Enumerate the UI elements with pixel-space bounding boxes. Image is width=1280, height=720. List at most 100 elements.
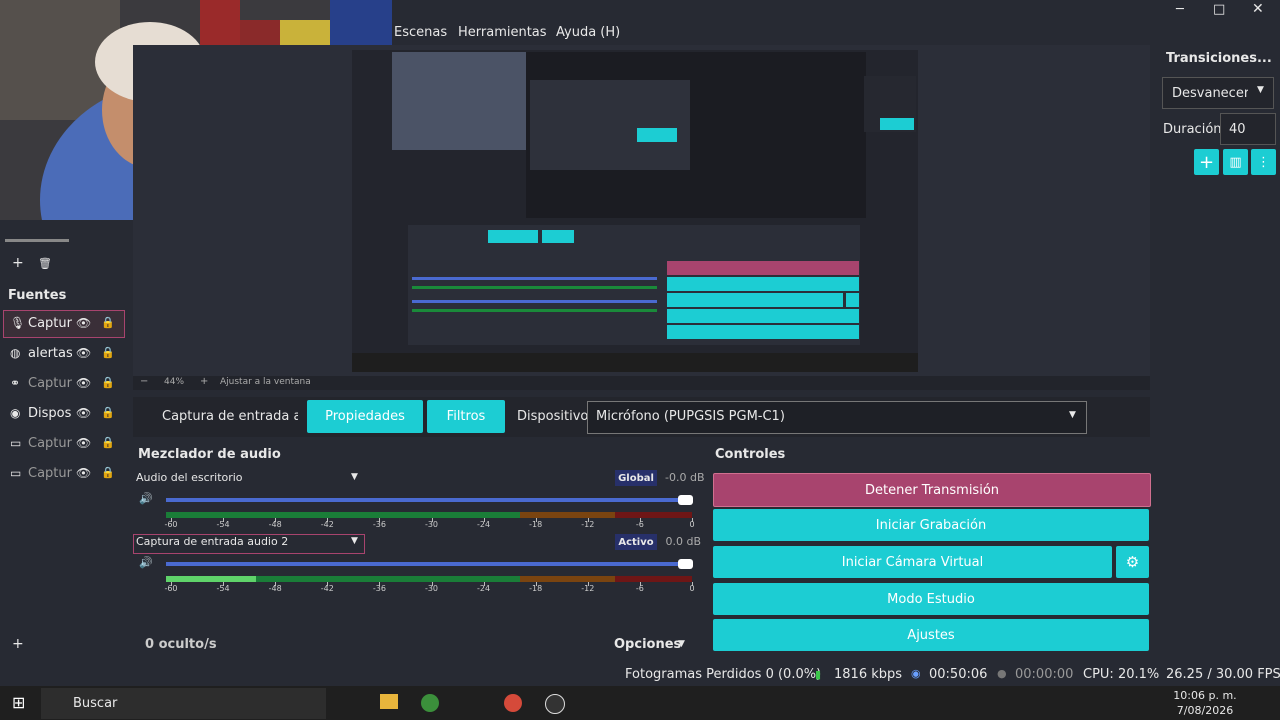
filters-button[interactable]: Filtros [427,400,505,433]
source-icon: ◍ [10,346,21,360]
dock-title: Transiciones... [1166,51,1272,66]
lock-toggle[interactable]: 🔒 [101,406,115,419]
meter-orange [520,512,615,518]
source-name[interactable]: Disposi [28,406,72,421]
clock-time: 10:06 p. m. [1173,689,1237,702]
menu-item[interactable]: Ayuda (H) [556,25,621,40]
meter-tick-label: -48 [268,584,282,593]
app-icon[interactable] [380,694,398,709]
meter-tick-label: -36 [372,520,386,529]
menu-item[interactable]: Escenas [394,25,448,40]
close-button[interactable]: ✕ [1252,1,1264,17]
add-transition[interactable]: + [1194,149,1219,175]
minimize-button[interactable]: ─ [1176,2,1184,17]
channel-select[interactable] [133,534,365,554]
meter-tick-label: -24 [477,520,491,529]
meter-level [166,576,256,582]
fps: 26.25 / 30.00 FPS [1166,667,1280,682]
mute-button[interactable]: 🔊 [139,492,153,505]
zoom-in[interactable]: + [200,376,209,387]
dropdown-arrow: ▼ [351,536,358,546]
slider-knob[interactable] [678,495,693,505]
meter-tick-label: -36 [372,584,386,593]
duration-input[interactable] [1220,113,1276,145]
visibility-toggle[interactable]: 👁 [76,436,92,450]
meter-tick [379,518,381,522]
lock-toggle[interactable]: 🔒 [101,346,115,359]
zoom-level: 44% [164,377,185,387]
visibility-toggle[interactable]: 👁 [76,466,92,480]
start-button[interactable]: ⊞ [12,693,26,712]
meter-tick [483,518,485,522]
source-icon: ▭ [10,466,22,480]
meter-tick [692,582,693,586]
add-source[interactable]: + [12,636,24,652]
meter-tick-label: -48 [268,520,282,529]
menu-item[interactable]: Herramientas [458,25,547,40]
meter-tick [379,582,381,586]
app-icon[interactable] [421,694,439,712]
maximize-button[interactable]: □ [1213,2,1226,17]
meter-tick [223,582,225,586]
transition-name: Desvanecer [1172,86,1248,101]
slider-knob[interactable] [678,559,693,569]
meter-tick [171,518,172,522]
transition-select[interactable] [1162,77,1274,109]
source-name[interactable]: Captur [28,436,72,451]
app-icon[interactable] [504,694,522,712]
volume-slider[interactable] [166,498,690,502]
search-box[interactable] [41,688,326,719]
meter-tick-label: -30 [424,520,439,529]
visibility-toggle[interactable]: 👁 [76,406,92,420]
dropdown-arrow: ▼ [1069,410,1076,420]
lock-toggle[interactable]: 🔒 [101,466,115,479]
meter-tick [639,582,641,586]
virtual-camera-settings[interactable]: ⚙ [1116,546,1149,578]
control-button[interactable]: Iniciar Grabación [713,509,1149,541]
control-button[interactable]: Iniciar Cámara Virtual [713,546,1112,578]
control-button[interactable]: Modo Estudio [713,583,1149,615]
source-name: Captura de entrada auc [162,409,298,424]
clock-date: 7/08/2026 [1176,704,1234,717]
options-button[interactable]: Opciones [614,637,682,652]
source-name[interactable]: alertas [28,346,72,361]
visibility-toggle[interactable]: 👁 [76,316,92,330]
control-button[interactable]: Ajustes [713,619,1149,651]
lock-toggle[interactable]: 🔒 [101,436,115,449]
visibility-toggle[interactable]: 👁 [76,376,92,390]
lock-toggle[interactable]: 🔒 [101,376,115,389]
remove-transition[interactable]: ▥ [1223,149,1248,175]
zoom-out[interactable]: − [140,376,149,387]
meter-green [166,576,520,582]
lock-toggle[interactable]: 🔒 [101,316,115,329]
remove-scene[interactable]: 🗑 [38,257,52,270]
preview-canvas [352,50,918,372]
channel-name: Captura de entrada audio 2 [136,535,289,548]
source-icon: 🎙 [10,316,26,330]
channel-badge: Global [615,470,657,486]
source-name[interactable]: Captur [28,466,72,481]
meter-tick [431,582,433,586]
control-button[interactable]: Detener Transmisión [713,473,1151,507]
fit-option[interactable]: Ajustar a la ventana [220,377,311,387]
dropdown-arrow: ▼ [678,639,685,649]
meter-tick [327,518,329,522]
meter-tick [535,582,537,586]
meter-tick-label: -12 [581,584,595,593]
stream-icon: ◉ [911,667,921,680]
source-name[interactable]: Captur [28,376,72,391]
meter-tick [171,582,172,586]
mute-button[interactable]: 🔊 [139,556,153,569]
meter-green [166,512,520,518]
signal-icon: ▮ [815,668,822,681]
transition-menu[interactable]: ⋮ [1251,149,1276,175]
volume-slider[interactable] [166,562,690,566]
device-select[interactable] [587,401,1087,434]
app-icon[interactable] [545,694,565,714]
add-scene[interactable]: + [12,255,24,271]
source-name[interactable]: Captur [28,316,72,331]
scrollbar [5,239,69,242]
properties-button[interactable]: Propiedades [307,400,423,433]
visibility-toggle[interactable]: 👁 [76,346,92,360]
